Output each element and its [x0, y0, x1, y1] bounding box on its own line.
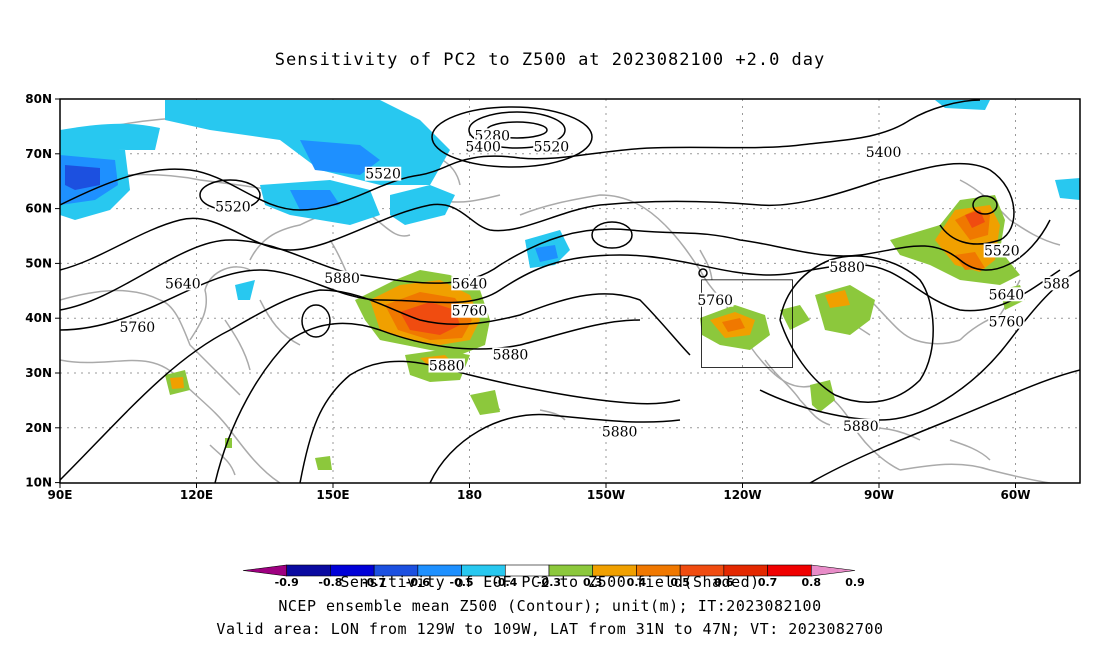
lon-tick-label: 120W	[723, 488, 761, 502]
contour-label-bg	[451, 276, 488, 291]
contour-label-bg	[464, 139, 502, 154]
contour-label-bg	[828, 259, 866, 274]
contour-label: 5880	[493, 348, 529, 364]
contour-label: 5880	[829, 260, 865, 276]
contour-label-bg	[988, 314, 1025, 329]
colorbar-label: -0.7	[362, 576, 386, 589]
caption-line-2: NCEP ensemble mean Z500 (Contour); unit(…	[278, 597, 822, 615]
lon-tick-label: 90W	[864, 488, 894, 502]
colorbar-label: 0.4	[627, 576, 647, 589]
lat-tick-label: 40N	[25, 311, 52, 325]
lon-tick-label: 60W	[1001, 488, 1031, 502]
map-title: Sensitivity of PC2 to Z500 at 2023082100…	[274, 50, 826, 70]
contour-label: 5760	[697, 293, 733, 309]
contour-label: 5760	[452, 304, 488, 320]
contour-label: 588	[1043, 276, 1070, 292]
valid-area-box	[701, 279, 793, 368]
colorbar-label: 0.7	[758, 576, 778, 589]
caption-line-3: Valid area: LON from 129W to 109W, LAT f…	[216, 620, 884, 638]
lon-tick-label: 180	[457, 488, 482, 502]
contour-label: 5520	[984, 243, 1020, 259]
contour-label: 5640	[452, 276, 488, 292]
lon-tick-label: 120E	[180, 488, 213, 502]
lat-tick-label: 60N	[25, 202, 52, 216]
contour-label-bg	[697, 292, 734, 307]
map-frame	[59, 98, 1081, 484]
contour-label-bg	[323, 270, 361, 285]
contour-label-bg	[451, 303, 488, 318]
contour-label-bg	[214, 199, 252, 214]
contour-label-bg	[988, 287, 1025, 302]
contour-label-bg	[1042, 276, 1071, 291]
colorbar-swatch	[810, 564, 856, 577]
contour-label: 5640	[165, 276, 201, 292]
colorbar-label: -0.8	[318, 576, 342, 589]
lon-tick-label: 150E	[316, 488, 349, 502]
contour-label-bg	[983, 243, 1021, 258]
contour-label: 5400	[866, 145, 902, 161]
colorbar-label: 0.5	[670, 576, 690, 589]
colorbar-label: -0.5	[450, 576, 474, 589]
colorbar-label: -0.9	[275, 576, 299, 589]
colorbar-label: 0.8	[802, 576, 822, 589]
contour-label-bg	[164, 276, 202, 291]
contour-label: 5880	[602, 424, 638, 440]
colorbar-label: 0.3	[583, 576, 603, 589]
lat-tick-label: 20N	[25, 421, 52, 435]
contour-label-bg	[364, 166, 402, 181]
contour-label-bg	[842, 418, 879, 433]
lat-tick-label: 70N	[25, 147, 52, 161]
colorbar-label: 0.6	[714, 576, 734, 589]
lon-tick-label: 90E	[48, 488, 73, 502]
contour-label: 5520	[365, 167, 401, 183]
contour-label: 5760	[989, 315, 1025, 331]
contour-label-bg	[492, 347, 529, 362]
caption-line-1: Sensitivity of EOF PC2 to Z500 field(Sha…	[340, 573, 760, 591]
colorbar-label: -0.6	[406, 576, 430, 589]
contour-label: 5880	[324, 271, 360, 287]
lat-tick-label: 50N	[25, 256, 52, 270]
contour-label-bg	[474, 128, 511, 143]
contour-label: 5520	[534, 139, 570, 155]
colorbar-label: -0.3	[537, 576, 561, 589]
lat-tick-label: 30N	[25, 366, 52, 380]
lat-tick-label: 80N	[25, 92, 52, 106]
negative-sensitivity-shading	[60, 100, 1080, 300]
contour-label: 5400	[465, 139, 501, 155]
positive-sensitivity-shading	[165, 195, 1025, 470]
contour-label-bg	[119, 320, 156, 335]
contour-label-bg	[865, 144, 902, 159]
contour-label: 5880	[843, 419, 879, 435]
z500-contours	[60, 99, 1080, 483]
lon-tick-label: 150W	[587, 488, 625, 502]
contour-label: 5640	[989, 287, 1025, 303]
contour-label: 5520	[215, 200, 251, 216]
colorbar-label: -0.4	[493, 576, 517, 589]
colorbar-label: 0.9	[845, 576, 865, 589]
contour-label-bg	[601, 424, 638, 439]
contour-label: 5760	[120, 320, 156, 336]
contour-label-bg	[533, 139, 570, 154]
contour-label: 5880	[429, 359, 465, 375]
lat-tick-label: 10N	[25, 476, 52, 490]
colorbar: -0.9 -0.8 -0.7 -0.6 -0.5 -0.4 -0.3 0.3 0.4 0.5 0.6…	[242, 564, 865, 589]
contour-label-bg	[428, 358, 465, 373]
